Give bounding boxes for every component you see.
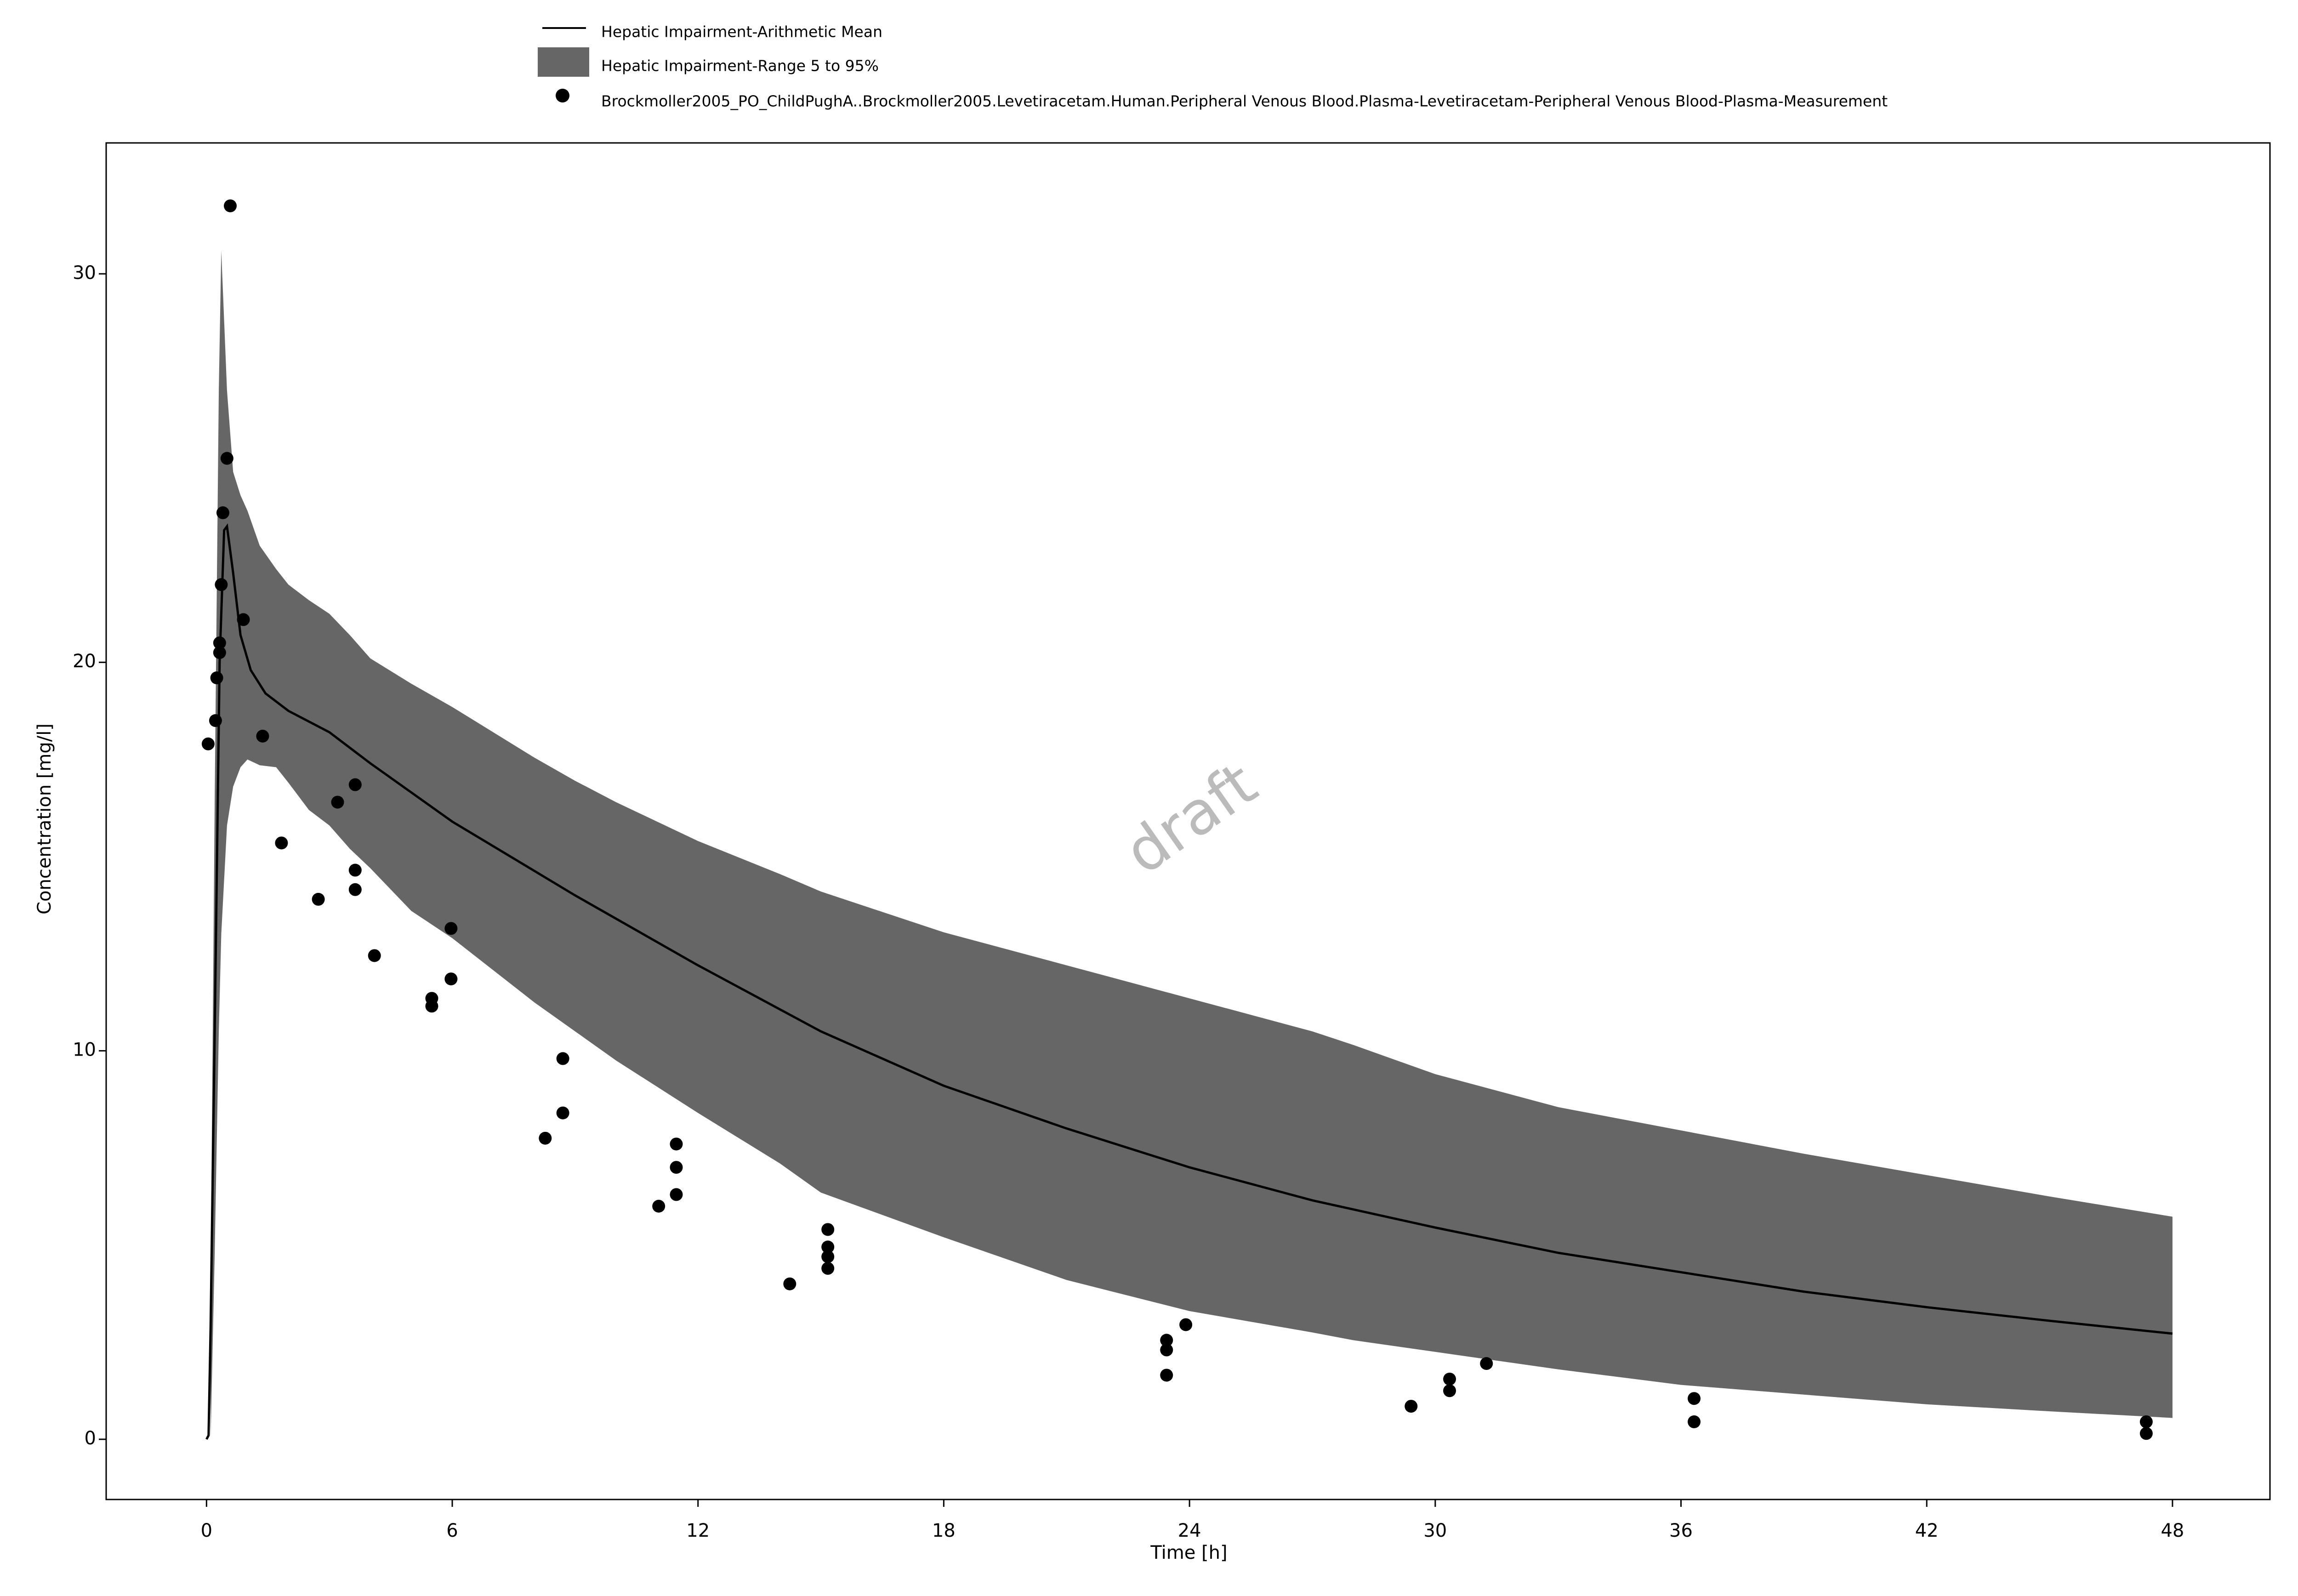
data-point	[821, 1262, 835, 1275]
data-point	[670, 1188, 683, 1201]
data-point	[331, 795, 344, 809]
x-tick-label: 18	[932, 1520, 956, 1541]
data-point	[209, 714, 222, 727]
data-point	[1688, 1392, 1701, 1405]
data-point	[201, 737, 215, 750]
data-point	[670, 1137, 683, 1151]
data-point	[237, 613, 250, 626]
data-point	[783, 1277, 796, 1290]
data-point	[348, 778, 362, 791]
data-point	[256, 729, 269, 743]
y-tick-label: 10	[73, 1039, 96, 1061]
data-point	[213, 646, 226, 659]
legend-label: Brockmoller2005_PO_ChildPughA..Brockmoll…	[601, 92, 1888, 110]
watermark: draft	[1112, 749, 1269, 887]
legend-marker	[556, 89, 569, 102]
x-tick-label: 6	[446, 1520, 458, 1541]
data-point	[444, 972, 458, 986]
x-tick-label: 24	[1178, 1520, 1201, 1541]
data-point	[1160, 1369, 1173, 1382]
x-tick-label: 0	[201, 1520, 212, 1541]
data-point	[275, 836, 288, 850]
data-point	[368, 949, 381, 962]
data-point	[216, 506, 229, 519]
data-point	[224, 199, 237, 212]
data-point	[220, 452, 233, 465]
data-point	[215, 578, 228, 591]
data-point	[539, 1131, 552, 1145]
data-point	[1179, 1318, 1193, 1331]
legend-label: Hepatic Impairment-Range 5 to 95%	[601, 57, 879, 75]
x-tick-label: 12	[686, 1520, 710, 1541]
y-tick-label: 30	[73, 262, 96, 284]
mean-line	[205, 523, 2173, 1440]
data-point	[2139, 1415, 2153, 1428]
plot-frame	[105, 142, 2271, 1500]
range-band	[210, 250, 2173, 1439]
data-point	[821, 1223, 835, 1236]
data-point	[425, 1000, 438, 1013]
data-point	[1443, 1372, 1456, 1386]
y-axis-title: Concentration [mg/l]	[34, 723, 55, 914]
x-tick-label: 42	[1915, 1520, 1939, 1541]
data-point	[821, 1250, 835, 1263]
data-point	[1688, 1415, 1701, 1428]
x-tick-label: 48	[2161, 1520, 2184, 1541]
data-point	[1480, 1357, 1493, 1370]
data-point	[348, 863, 362, 877]
data-point	[556, 1052, 569, 1065]
data-point	[652, 1199, 666, 1213]
legend-label: Hepatic Impairment-Arithmetic Mean	[601, 23, 882, 41]
data-point	[348, 883, 362, 896]
data-point	[210, 671, 223, 685]
x-tick-label: 36	[1669, 1520, 1693, 1541]
legend-swatch	[538, 47, 589, 77]
y-tick-label: 20	[73, 651, 96, 672]
data-point	[1160, 1334, 1173, 1347]
data-point	[821, 1240, 835, 1254]
data-point	[1405, 1400, 1418, 1413]
x-tick-label: 30	[1423, 1520, 1447, 1541]
x-axis-title: Time [h]	[1150, 1542, 1227, 1563]
data-point	[2139, 1427, 2153, 1440]
data-point	[1443, 1384, 1456, 1397]
data-point	[312, 892, 325, 906]
y-tick-label: 0	[85, 1428, 96, 1449]
data-point	[556, 1106, 569, 1119]
data-point	[213, 636, 226, 649]
data-point	[1160, 1343, 1173, 1357]
data-point	[444, 922, 458, 935]
data-point	[670, 1161, 683, 1174]
